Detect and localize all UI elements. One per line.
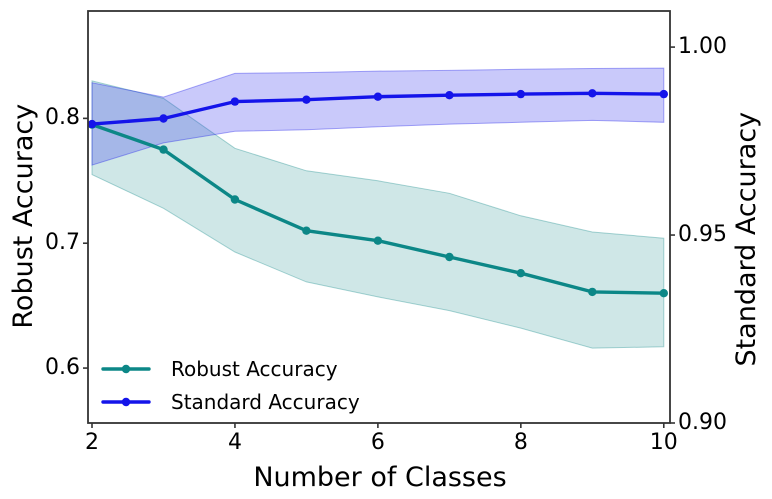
standard-accuracy-marker [516, 89, 525, 99]
robust-accuracy-marker [659, 289, 668, 298]
standard-accuracy-marker [87, 119, 97, 129]
legend-line-icon [101, 364, 151, 373]
robust-accuracy-marker [445, 252, 454, 262]
x-tick-label: 6 [370, 430, 385, 455]
legend-item-standard-accuracy: Standard Accuracy [101, 385, 360, 418]
robust-accuracy-marker [230, 195, 240, 204]
left-y-axis-label: Robust Accuracy [7, 103, 39, 329]
plot-area [87, 10, 671, 424]
standard-accuracy-marker [230, 97, 240, 106]
robust-accuracy-marker [373, 236, 383, 245]
left-y-tick-label: 0.7 [45, 230, 80, 256]
robust-accuracy-marker [588, 287, 597, 297]
right-y-tick-label: 0.90 [678, 410, 727, 435]
robust-accuracy-marker [516, 269, 525, 278]
robust-accuracy-marker [302, 226, 311, 235]
robust-accuracy-band [91, 80, 665, 349]
x-tick-label: 8 [513, 430, 528, 455]
x-tick-label: 10 [649, 430, 678, 455]
x-axis-label: Number of Classes [253, 462, 507, 493]
x-tick-label: 2 [85, 430, 99, 455]
standard-accuracy-marker [302, 95, 311, 104]
left-y-tick-label: 0.6 [45, 355, 80, 381]
right-y-tick-label: 0.95 [678, 222, 727, 248]
legend-item-robust-accuracy: Robust Accuracy [101, 352, 360, 385]
left-y-tick-label: 0.8 [45, 105, 80, 131]
right-y-axis-label: Standard Accuracy [730, 111, 762, 367]
legend-label: Robust Accuracy [171, 356, 338, 381]
right-y-tick-label: 1.00 [678, 34, 727, 60]
standard-accuracy-marker [588, 89, 597, 98]
legend: Robust Accuracy Standard Accuracy [101, 352, 360, 418]
standard-accuracy-marker [659, 89, 668, 99]
x-tick-label: 4 [227, 430, 242, 455]
standard-accuracy-marker [373, 92, 383, 101]
legend-label: Standard Accuracy [171, 389, 360, 414]
standard-accuracy-marker [159, 114, 168, 123]
legend-line-icon [101, 397, 151, 406]
standard-accuracy-marker [445, 91, 454, 100]
robust-accuracy-marker [159, 145, 168, 154]
